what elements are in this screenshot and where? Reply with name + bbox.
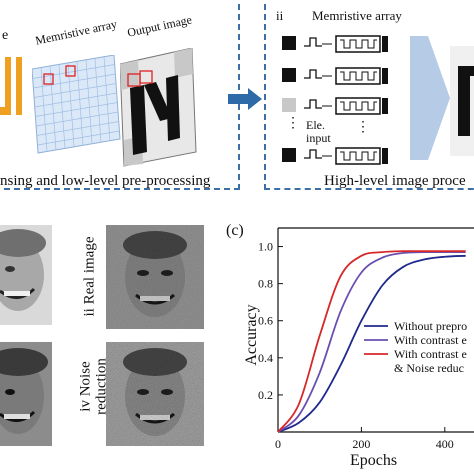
chart-legend-label: & Noise reduc: [394, 361, 464, 375]
panel-high-level-caption: High-level image proce: [324, 173, 466, 189]
memristive-array-grid: [32, 55, 121, 154]
chart-y-tick-label: 0.6: [258, 314, 273, 328]
face-enhanced: [0, 342, 52, 446]
input-image-fragment: [0, 45, 30, 140]
panel-high-level-index: ii: [276, 8, 284, 23]
output-image: [120, 48, 197, 167]
chart-legend-label: With contrast e: [394, 333, 467, 347]
chart-y-tick-label: 0.4: [258, 351, 273, 365]
flow-arrow-icon: [228, 88, 262, 110]
memristive-array-label-right: Memristive array: [312, 8, 402, 23]
crossbar-row-2: [282, 67, 388, 85]
electrical-input-label-1: Ele.: [306, 118, 325, 132]
electrical-input-label-2: input: [306, 131, 331, 145]
ellipsis-dots: ⋮: [286, 116, 300, 131]
chart-series-line-3: [277, 250, 466, 433]
crossbar-rows: [410, 36, 474, 160]
chart-series-line-1: [277, 254, 466, 433]
crossbar-row-1: [282, 35, 388, 53]
chart-legend-label: With contrast e: [394, 347, 467, 361]
chart-x-tick-label: 200: [352, 437, 370, 451]
face-noise-reduced: [106, 342, 204, 446]
panel-high-level-frame: [264, 0, 474, 190]
chart-y-tick-label: 0.8: [258, 277, 273, 291]
crossbar-row-3: [282, 97, 388, 115]
chart-x-tick-label: 400: [436, 437, 454, 451]
chart-y-tick-label: 1.0: [258, 240, 273, 254]
ellipsis-dots-array: ⋮: [356, 120, 370, 135]
panel-low-level-caption: nsing and low-level pre-processing: [0, 173, 211, 189]
chart-xlabel: Epochs: [350, 452, 398, 469]
face-original: [0, 225, 52, 325]
chart-legend-label: Without prepro: [394, 319, 467, 333]
chart-y-tick-label: 0.2: [258, 388, 273, 402]
face-real-noisy: [106, 225, 204, 329]
crossbar-row-4: [282, 147, 388, 165]
chart-x-tick-label: 0: [275, 437, 281, 451]
panel-low-level-title-fragment: e: [2, 28, 9, 43]
chart-panel-label: (c): [226, 222, 244, 239]
